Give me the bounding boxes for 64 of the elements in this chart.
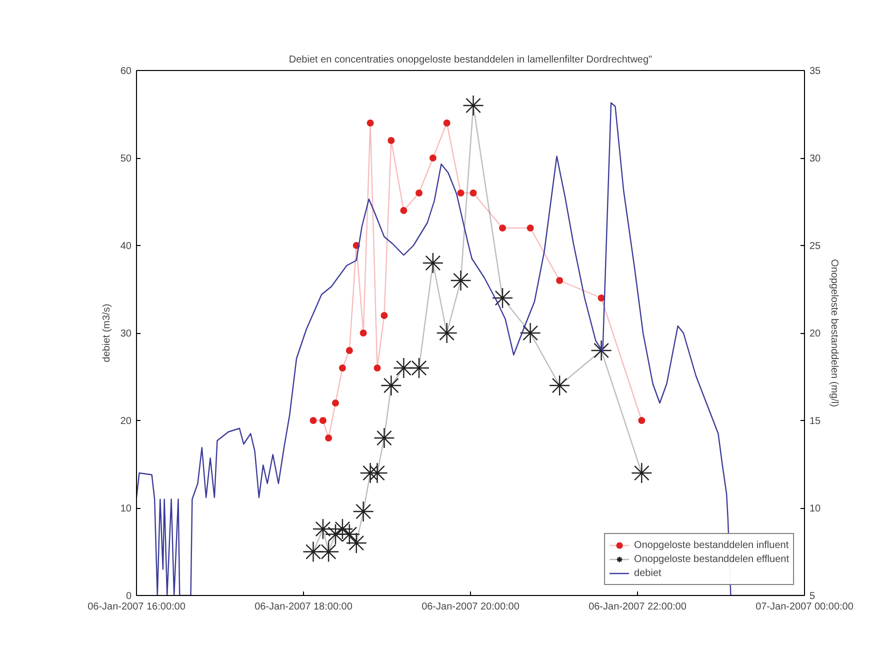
y-tick-label: 40	[120, 241, 132, 252]
point	[598, 294, 605, 302]
point	[470, 190, 477, 196]
point	[400, 207, 408, 214]
point	[499, 224, 506, 232]
point	[360, 330, 367, 336]
point	[352, 500, 374, 522]
point	[366, 120, 374, 126]
point	[380, 312, 388, 319]
point	[325, 434, 332, 442]
point	[631, 462, 652, 484]
legend-label: Onopgeloste bestanddelen effluent	[634, 552, 789, 566]
x-tick-label: 06-Jan-2007 20:00:00	[422, 602, 520, 612]
x-tick-label: 06-Jan-2007 18:00:00	[254, 602, 353, 612]
point	[492, 287, 514, 309]
point	[374, 427, 395, 449]
y-tick-label: 20	[120, 416, 132, 427]
y2-tick-label: 10	[810, 504, 822, 514]
point	[416, 190, 423, 196]
point	[638, 417, 646, 424]
point	[338, 364, 346, 372]
point	[310, 417, 317, 424]
y-tick-label: 30	[120, 328, 132, 340]
point	[457, 190, 464, 196]
y2-axis-title: Onopgeloste bestanddelen (mg/l)	[828, 259, 840, 407]
point	[374, 364, 381, 372]
y2-tick-label: 5	[810, 591, 816, 602]
chart-title: Debiet en concentraties onopgeloste bestanddelen in lamellenfilter Dordrechtweg"	[288, 54, 653, 66]
y-tick-label: 60	[120, 66, 132, 77]
y2-tick-label: 15	[810, 416, 822, 427]
y-tick-label: 10	[120, 504, 132, 514]
y-tick-label: 50	[120, 154, 132, 164]
legend-label: Onopgeloste bestanddelen influent	[634, 538, 789, 552]
point	[520, 322, 541, 344]
point	[346, 532, 367, 554]
point	[526, 224, 534, 232]
y2-tick-label: 25	[810, 241, 822, 252]
y-axis-title: debiet (m3/s)	[101, 304, 112, 362]
x-tick-label: 06-Jan-2007 22:00:00	[588, 602, 687, 612]
point	[548, 374, 570, 396]
point	[429, 154, 436, 162]
y2-tick-label: 20	[810, 328, 822, 340]
point	[408, 357, 430, 379]
point	[422, 252, 444, 274]
y-tick-label: 0	[126, 591, 132, 602]
point	[318, 541, 340, 562]
point	[556, 277, 564, 284]
y2-tick-label: 35	[810, 66, 822, 77]
point	[388, 137, 395, 144]
x-tick-label: 06-Jan-2007 16:00:00	[88, 602, 186, 612]
y2-tick-label: 30	[810, 154, 822, 164]
legend-label: debiet	[634, 566, 662, 580]
point	[380, 374, 402, 396]
point	[332, 400, 340, 406]
point	[443, 120, 450, 126]
point	[338, 524, 360, 545]
point	[450, 270, 472, 292]
point	[590, 340, 612, 362]
point	[319, 417, 326, 424]
point	[462, 94, 484, 116]
point	[436, 322, 458, 344]
point	[346, 347, 353, 354]
point	[312, 518, 334, 540]
x-tick-label: 07-Jan-2007 00:00:00	[756, 602, 854, 612]
